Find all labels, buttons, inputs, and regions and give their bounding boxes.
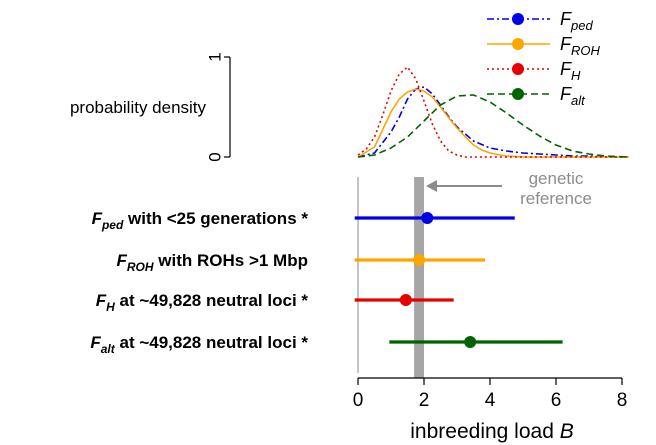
reference-arrow-head (426, 180, 437, 192)
x-axis-title-prefix: inbreeding load (410, 420, 559, 443)
legend-marker-roh (512, 38, 524, 50)
forest-row-labels: Fped with <25 generations * FROH with ROH… (90, 209, 308, 356)
density-curve-alt (357, 94, 629, 158)
density-curve-roh (357, 88, 629, 158)
density-y-tick-label: 0 (205, 152, 224, 161)
legend-label-h: FH (560, 59, 581, 83)
forest-panel: 0 2 4 6 8 genetic reference Fped with <25 ge… (90, 169, 627, 443)
legend-marker-alt (512, 88, 524, 100)
row-label-roh: FROH with ROHs >1 Mbp (117, 251, 309, 274)
point-estimate-roh (413, 254, 426, 266)
density-curves (357, 66, 629, 158)
x-tick-label: 6 (551, 390, 562, 411)
x-tick-label: 8 (617, 390, 628, 411)
reference-label-line2: reference (520, 189, 592, 208)
density-curve-h (357, 66, 629, 158)
genetic-reference-annotation: genetic reference (426, 169, 592, 208)
x-tick-label: 2 (419, 390, 430, 411)
density-curve-ped (357, 86, 629, 158)
density-y-tick-label: 1 (205, 52, 224, 61)
genetic-reference-band (414, 177, 424, 378)
point-estimate-alt (464, 336, 477, 348)
legend-marker-ped (512, 13, 524, 25)
x-tick-label: 4 (485, 390, 496, 411)
point-estimate-ped (421, 212, 434, 224)
density-y-ticks: 01 (205, 52, 230, 162)
forest-x-ticks: 0 2 4 6 8 (353, 378, 628, 411)
legend-marker-h (512, 63, 524, 75)
reference-label-line1: genetic (529, 169, 584, 188)
row-label-alt: Falt at ~49,828 neutral loci * (90, 333, 308, 356)
forest-rows (354, 212, 563, 348)
row-label-h: FH at ~49,828 neutral loci * (96, 291, 309, 314)
point-estimate-h (399, 294, 412, 306)
legend-label-ped: Fped (560, 9, 593, 33)
x-axis-title: inbreeding load B (410, 420, 573, 443)
row-label-ped: Fped with <25 generations * (92, 209, 309, 232)
x-axis-title-var: B (560, 420, 574, 443)
legend-label-alt: Falt (560, 84, 586, 108)
legend-label-roh: FROH (560, 34, 601, 58)
density-y-label: probability density (70, 98, 207, 117)
x-tick-label: 0 (353, 390, 364, 411)
